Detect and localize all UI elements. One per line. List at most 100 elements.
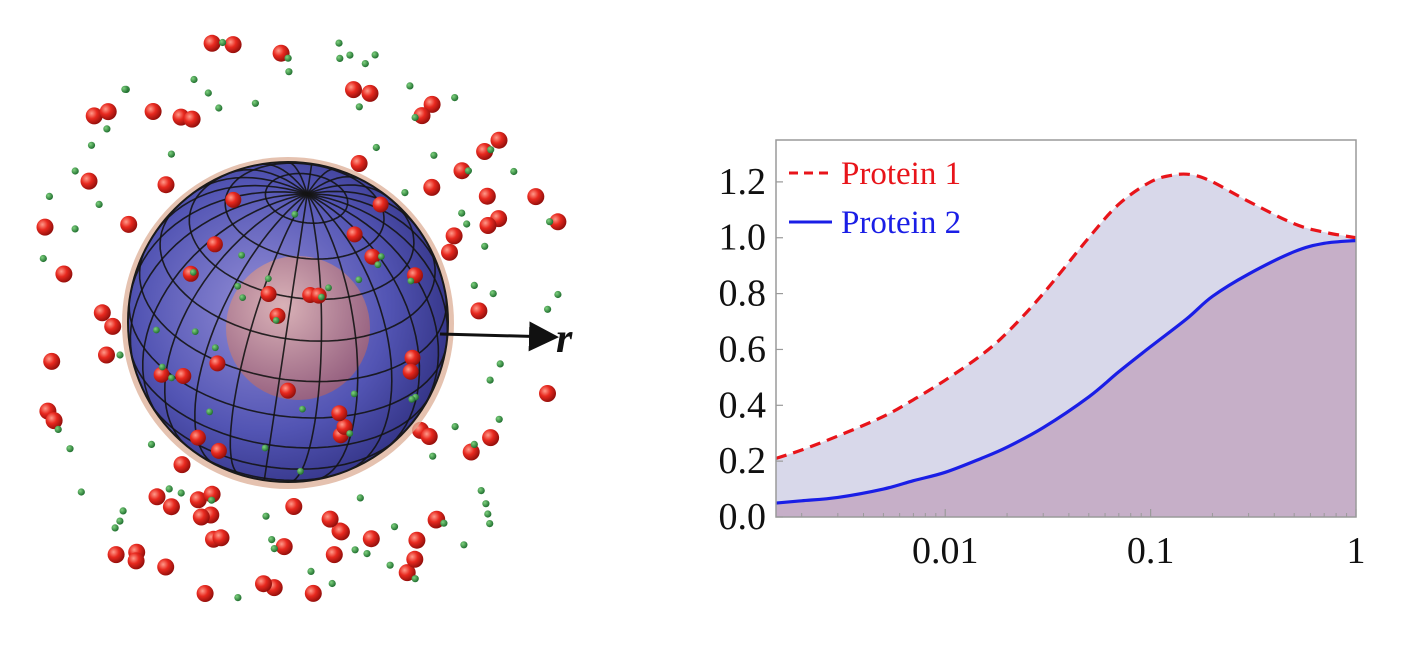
green-particle bbox=[284, 54, 292, 62]
green-particle bbox=[355, 103, 363, 111]
red-particle bbox=[183, 110, 201, 128]
red-particle bbox=[490, 131, 508, 149]
green-particle bbox=[307, 567, 315, 576]
green-particle bbox=[377, 253, 385, 260]
background-particles bbox=[36, 34, 567, 602]
red-particle bbox=[423, 178, 441, 196]
red-particle bbox=[45, 412, 63, 430]
plot-frame bbox=[775, 139, 1357, 518]
green-particle bbox=[71, 167, 79, 175]
red-particle bbox=[482, 429, 500, 447]
red-particle bbox=[80, 172, 98, 190]
red-particle bbox=[93, 304, 111, 322]
red-particle bbox=[255, 575, 272, 593]
sphere-longitude-line bbox=[156, 184, 440, 407]
red-particle bbox=[203, 485, 221, 503]
green-particle bbox=[372, 143, 380, 152]
green-particle bbox=[486, 376, 494, 384]
x-axis-ticks: 0.01 0.1 1 bbox=[801, 509, 1366, 572]
green-particle bbox=[350, 390, 358, 398]
red-particle bbox=[162, 498, 180, 516]
green-particle bbox=[297, 467, 304, 475]
green-particle bbox=[261, 444, 269, 452]
sphere-longitude-line bbox=[287, 162, 323, 482]
red-particle bbox=[345, 81, 362, 99]
green-particle bbox=[470, 281, 478, 289]
red-particle bbox=[361, 84, 379, 102]
x-tick-label: 1 bbox=[1347, 530, 1366, 572]
red-particle bbox=[402, 363, 419, 380]
red-particle bbox=[408, 531, 426, 549]
plot-lines bbox=[775, 172, 1357, 505]
green-particle bbox=[390, 523, 399, 531]
red-particle bbox=[279, 382, 296, 399]
green-particle bbox=[71, 225, 79, 233]
red-particle bbox=[527, 188, 545, 206]
green-particle bbox=[158, 363, 166, 371]
red-particle bbox=[346, 226, 363, 243]
red-particle bbox=[157, 176, 175, 194]
y-tick-label: 1.2 bbox=[719, 161, 767, 203]
green-particle bbox=[116, 351, 124, 359]
y-tick-label: 0.8 bbox=[719, 273, 767, 315]
green-particle bbox=[121, 85, 129, 93]
red-particle bbox=[210, 442, 227, 459]
legend-label-protein-1: Protein 1 bbox=[841, 156, 961, 192]
green-particle bbox=[111, 524, 119, 532]
green-particle bbox=[168, 374, 175, 382]
red-particle bbox=[173, 456, 191, 474]
red-particle bbox=[420, 428, 438, 445]
y-axis-ticks: 0.0 0.2 0.4 0.6 0.8 1.0 1.2 bbox=[719, 161, 783, 538]
green-particle bbox=[554, 290, 562, 299]
red-particle bbox=[189, 491, 207, 509]
green-particle bbox=[546, 218, 554, 226]
green-particle bbox=[264, 275, 272, 282]
green-particle bbox=[208, 496, 216, 504]
series-line-protein-1 bbox=[775, 172, 1357, 460]
green-particle bbox=[335, 39, 343, 47]
red-particle bbox=[225, 191, 242, 208]
x-tick-label: 0.1 bbox=[1127, 530, 1175, 572]
green-particle bbox=[77, 488, 85, 496]
green-particle bbox=[361, 60, 369, 68]
green-particle bbox=[356, 494, 364, 502]
green-particle bbox=[451, 423, 459, 431]
red-particle bbox=[404, 349, 421, 366]
green-particle bbox=[430, 151, 438, 159]
red-particle bbox=[539, 385, 556, 402]
green-particle bbox=[262, 512, 270, 520]
red-particle bbox=[304, 584, 322, 602]
green-particle bbox=[363, 550, 371, 558]
green-particle bbox=[407, 277, 415, 285]
green-particle bbox=[215, 104, 223, 112]
area-protein-2 bbox=[776, 240, 1356, 517]
green-particle bbox=[238, 251, 246, 259]
green-particle bbox=[495, 415, 503, 423]
red-particle bbox=[423, 95, 441, 113]
green-particle bbox=[463, 220, 471, 228]
red-particle bbox=[398, 564, 416, 582]
green-particle bbox=[251, 99, 259, 107]
green-particle bbox=[147, 440, 156, 448]
green-particle bbox=[239, 294, 247, 301]
red-particle bbox=[260, 286, 277, 302]
sphere-longitude-line bbox=[259, 163, 359, 480]
red-particle bbox=[325, 546, 343, 564]
green-particle bbox=[458, 209, 466, 217]
green-particle bbox=[54, 425, 62, 433]
sphere-longitude-line bbox=[163, 184, 387, 445]
sphere-longitude-line bbox=[229, 168, 336, 475]
red-particle bbox=[453, 162, 471, 180]
y-tick-label: 0.6 bbox=[719, 328, 767, 370]
green-particle bbox=[386, 561, 394, 569]
red-particle bbox=[196, 585, 214, 602]
green-particle bbox=[482, 500, 490, 508]
red-particle bbox=[104, 317, 122, 335]
red-particle bbox=[206, 236, 223, 253]
green-particle bbox=[346, 51, 354, 59]
red-particle bbox=[209, 355, 226, 372]
green-particle bbox=[177, 489, 185, 497]
green-particle bbox=[481, 242, 489, 250]
green-particle bbox=[191, 328, 199, 335]
